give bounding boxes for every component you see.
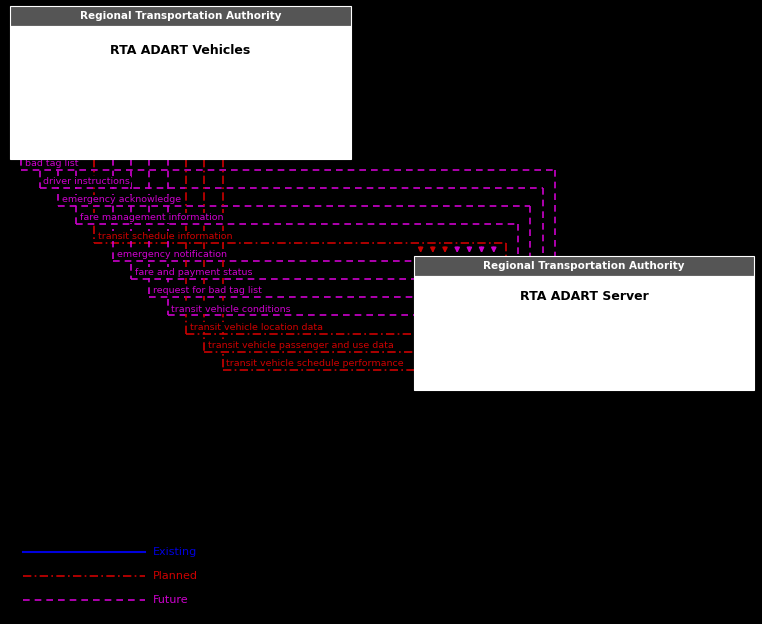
Text: Existing: Existing: [152, 547, 197, 557]
Bar: [10, 26, 351, 159]
Text: Regional Transportation Authority: Regional Transportation Authority: [80, 11, 281, 21]
Text: transit schedule information: transit schedule information: [98, 232, 233, 241]
Bar: [414, 276, 754, 390]
Text: bad tag list: bad tag list: [25, 159, 78, 168]
Text: fare and payment status: fare and payment status: [135, 268, 252, 277]
Text: Regional Transportation Authority: Regional Transportation Authority: [483, 261, 685, 271]
Text: Planned: Planned: [152, 571, 197, 581]
Text: transit vehicle location data: transit vehicle location data: [190, 323, 323, 332]
Text: driver instructions: driver instructions: [43, 177, 130, 186]
Text: RTA ADART Vehicles: RTA ADART Vehicles: [110, 44, 251, 57]
Bar: [10, 6, 351, 26]
Text: request for bad tag list: request for bad tag list: [153, 286, 262, 295]
Text: Future: Future: [152, 595, 188, 605]
Text: emergency notification: emergency notification: [117, 250, 226, 259]
Text: fare management information: fare management information: [80, 213, 223, 223]
Text: RTA ADART Server: RTA ADART Server: [520, 290, 648, 303]
Text: transit vehicle schedule performance: transit vehicle schedule performance: [226, 359, 404, 368]
Bar: [414, 256, 754, 276]
Text: transit vehicle passenger and use data: transit vehicle passenger and use data: [208, 341, 394, 350]
Text: transit vehicle conditions: transit vehicle conditions: [171, 305, 291, 313]
Text: emergency acknowledge: emergency acknowledge: [62, 195, 181, 204]
